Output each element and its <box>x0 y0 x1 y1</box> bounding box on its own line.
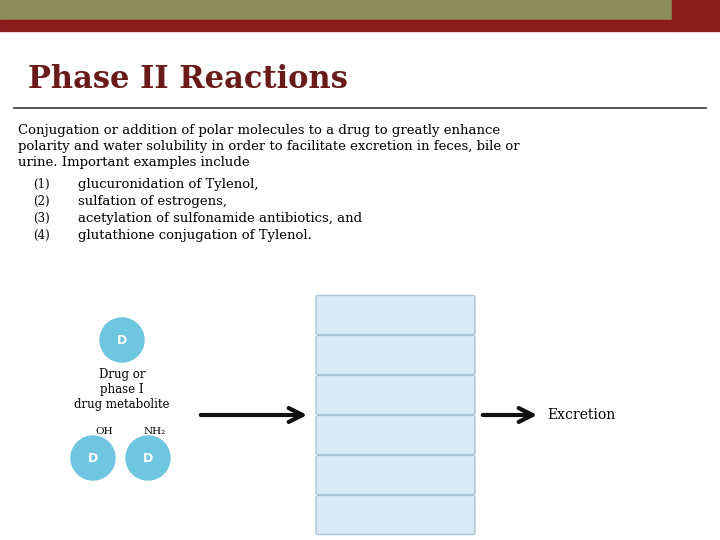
Text: urine. Important examples include: urine. Important examples include <box>18 156 250 169</box>
Text: D-glycine: D-glycine <box>366 388 426 402</box>
Text: D: D <box>88 451 98 464</box>
Text: D-sulfate: D-sulfate <box>366 429 424 442</box>
FancyBboxPatch shape <box>316 496 475 535</box>
Text: OH: OH <box>95 428 113 436</box>
FancyBboxPatch shape <box>316 335 475 375</box>
Text: sulfation of estrogens,: sulfation of estrogens, <box>78 195 227 208</box>
Circle shape <box>71 436 115 480</box>
Text: acetylation of sulfonamide antibiotics, and: acetylation of sulfonamide antibiotics, … <box>78 212 362 225</box>
Circle shape <box>100 318 144 362</box>
Text: (1): (1) <box>33 178 50 191</box>
Text: D-acetate: D-acetate <box>365 348 426 361</box>
Text: NH₂: NH₂ <box>144 428 166 436</box>
Text: Phase II Reactions: Phase II Reactions <box>28 64 348 96</box>
Text: (3): (3) <box>33 212 50 225</box>
Text: glucuronidation of Tylenol,: glucuronidation of Tylenol, <box>78 178 258 191</box>
Bar <box>0 0 672 20</box>
Text: Drug or
phase I
drug metabolite: Drug or phase I drug metabolite <box>74 368 170 411</box>
Text: polarity and water solubility in order to facilitate excretion in feces, bile or: polarity and water solubility in order t… <box>18 140 520 153</box>
FancyBboxPatch shape <box>316 415 475 455</box>
Text: (4): (4) <box>33 229 50 242</box>
Text: D: D <box>143 451 153 464</box>
FancyBboxPatch shape <box>316 375 475 415</box>
Text: glutathione conjugation of Tylenol.: glutathione conjugation of Tylenol. <box>78 229 312 242</box>
FancyBboxPatch shape <box>316 456 475 495</box>
Text: D: D <box>117 334 127 347</box>
Text: Conjugation or addition of polar molecules to a drug to greatly enhance: Conjugation or addition of polar molecul… <box>18 124 500 137</box>
FancyBboxPatch shape <box>316 295 475 334</box>
Bar <box>0 20 672 31</box>
Text: (2): (2) <box>33 195 50 208</box>
Text: Excretion: Excretion <box>547 408 616 422</box>
Text: D-glucuronate: D-glucuronate <box>350 308 441 321</box>
Circle shape <box>126 436 170 480</box>
Text: D-methyl: D-methyl <box>366 509 424 522</box>
Text: D-glutathione: D-glutathione <box>352 469 439 482</box>
Bar <box>672 0 720 31</box>
